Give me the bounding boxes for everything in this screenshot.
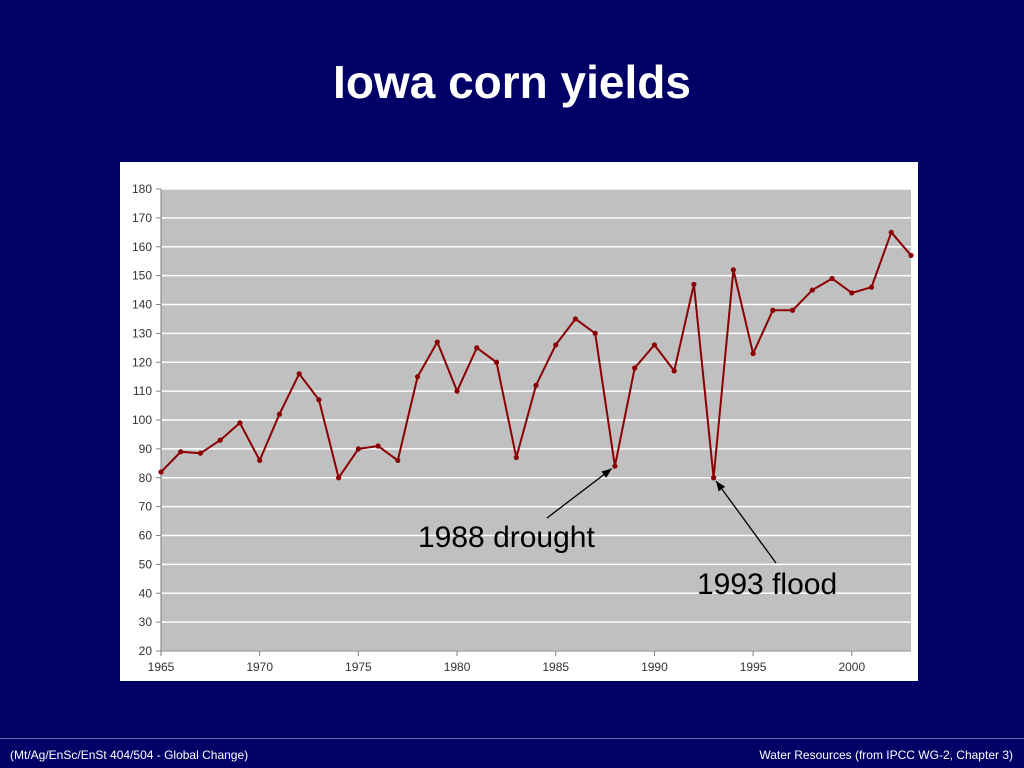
slide-title: Iowa corn yields [333, 56, 691, 108]
data-point [257, 457, 263, 464]
y-tick-label: 160 [132, 240, 152, 254]
x-tick-label: 2000 [838, 660, 865, 674]
footer-source-label: Water Resources (from IPCC WG-2, Chapter… [759, 748, 1013, 762]
line-chart: 20 30 40 50 60 70 80 90 100 110 120 130 140 150 160 170… [132, 182, 914, 674]
annotation-1993-flood: 1993 flood [697, 568, 838, 601]
footer-course-label: (Mt/Ag/EnSc/EnSt 404/504 - Global Change… [10, 748, 249, 762]
x-tick-label: 1985 [542, 660, 569, 674]
chart-panel: 20 30 40 50 60 70 80 90 100 110 120 130 140 150 160 170… [120, 162, 918, 681]
data-point [691, 281, 697, 287]
data-point [197, 450, 204, 456]
y-tick-label: 20 [139, 644, 153, 658]
x-tick-label: 1970 [246, 660, 273, 674]
data-point [178, 449, 184, 455]
data-point [395, 457, 401, 464]
y-tick-label: 90 [139, 442, 153, 456]
y-tick-label: 40 [139, 586, 153, 600]
data-point [592, 330, 598, 336]
data-point [849, 290, 855, 296]
annotation-arrow-head [715, 480, 726, 492]
y-tick-label: 70 [139, 500, 153, 514]
annotation-arrow-head [601, 468, 612, 478]
data-point [513, 454, 519, 461]
x-tick-label: 1995 [740, 660, 767, 674]
data-point [711, 475, 717, 481]
data-point [770, 307, 776, 313]
y-tick-label: 130 [132, 326, 152, 340]
data-point [750, 350, 756, 357]
y-tick-label: 60 [139, 529, 153, 543]
data-point [809, 287, 815, 293]
data-point [276, 411, 283, 417]
data-point [671, 368, 677, 374]
x-tick-label: 1990 [641, 660, 668, 674]
data-point [888, 229, 894, 235]
y-tick-label: 140 [132, 298, 152, 312]
y-tick-label: 150 [132, 269, 152, 283]
data-point [375, 443, 381, 449]
data-point [158, 469, 164, 475]
data-point [612, 463, 618, 469]
data-point [730, 267, 736, 273]
data-point [296, 371, 302, 377]
y-tick-label: 180 [132, 182, 152, 196]
y-tick-label: 50 [139, 557, 153, 571]
footer-divider [0, 738, 1024, 739]
data-point [829, 275, 835, 282]
data-point [336, 475, 342, 481]
data-point [434, 339, 440, 345]
x-tick-label: 1965 [148, 660, 175, 674]
data-point [414, 374, 421, 380]
data-point [651, 342, 658, 348]
data-point [572, 316, 579, 322]
data-point [217, 437, 223, 443]
data-point [474, 345, 480, 351]
y-tick-label: 100 [132, 413, 152, 427]
x-tick-label: 1980 [444, 660, 471, 674]
annotation-1988-drought: 1988 drought [418, 521, 595, 554]
data-point [868, 284, 875, 290]
data-point [316, 397, 322, 403]
y-tick-label: 30 [139, 615, 153, 629]
data-point [632, 365, 638, 371]
data-point [789, 307, 796, 313]
data-point [533, 382, 539, 388]
data-point [908, 252, 914, 259]
data-point [454, 388, 460, 394]
y-tick-label: 170 [132, 211, 152, 225]
y-tick-label: 110 [133, 384, 152, 398]
data-point [553, 342, 559, 348]
y-tick-label: 120 [132, 355, 152, 369]
annotation-arrow-line [546, 468, 613, 519]
data-point [355, 446, 361, 452]
x-tick-label: 1975 [345, 660, 372, 674]
annotation-arrow-line [715, 480, 777, 564]
data-point [493, 359, 500, 365]
data-point [237, 420, 243, 426]
y-tick-label: 80 [139, 471, 153, 485]
